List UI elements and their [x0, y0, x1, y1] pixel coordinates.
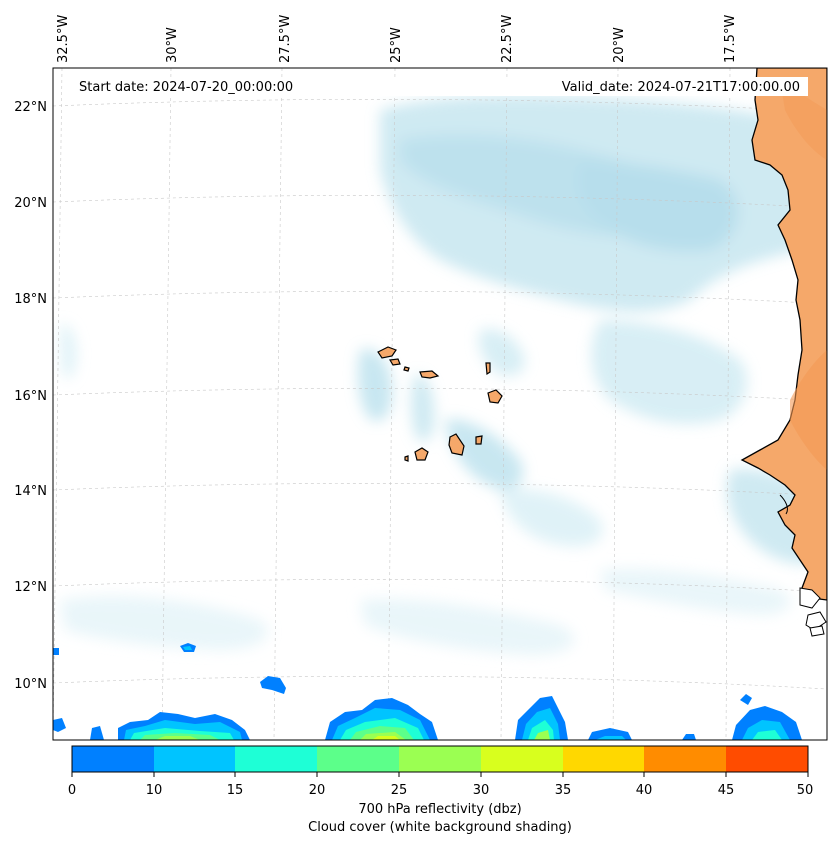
lat-label-14n: 14°N [14, 484, 47, 499]
lat-label-12n: 12°N [14, 580, 47, 595]
lon-label-32-5w: 32.5°W [56, 15, 71, 63]
cloud-cover-shading [60, 95, 825, 655]
cape-verde-islands [377, 346, 503, 462]
colorbar-tick-15: 15 [227, 783, 244, 798]
colorbar-segment-1 [154, 746, 236, 772]
lon-label-22-5w: 22.5°W [500, 15, 515, 63]
info-banner-background [72, 77, 808, 96]
lat-label-20n: 20°N [14, 196, 47, 211]
colorbar-tick-0: 0 [68, 783, 76, 798]
colorbar-tick-10: 10 [146, 783, 163, 798]
lon-label-17-5w: 17.5°W [723, 15, 738, 63]
lat-label-16n: 16°N [14, 389, 47, 404]
lon-label-20w: 20°W [612, 27, 627, 63]
colorbar-tick-25: 25 [391, 783, 408, 798]
map-area [53, 68, 827, 740]
colorbar-tick-45: 45 [718, 783, 735, 798]
lat-label-22n: 22°N [14, 100, 47, 115]
lat-label-10n: 10°N [14, 677, 47, 692]
lat-label-18n: 18°N [14, 292, 47, 307]
colorbar-tick-40: 40 [636, 783, 653, 798]
colorbar-segment-5 [481, 746, 563, 772]
lon-label-25w: 25°W [389, 27, 404, 63]
reflectivity-patches [53, 643, 802, 740]
colorbar-tick-20: 20 [309, 783, 326, 798]
lon-label-27-5w: 27.5°W [278, 15, 293, 63]
colorbar: 0 10 15 20 25 30 35 40 45 50 700 hPa ref… [68, 745, 814, 835]
colorbar-frame [71, 745, 809, 773]
colorbar-segment-7 [644, 746, 726, 772]
colorbar-segment-0 [72, 746, 154, 772]
colorbar-tick-35: 35 [555, 783, 572, 798]
colorbar-segment-4 [399, 746, 481, 772]
colorbar-tick-30: 30 [473, 783, 490, 798]
colorbar-ticks [71, 772, 809, 777]
colorbar-label-reflectivity: 700 hPa reflectivity (dbz) [358, 802, 521, 817]
africa-landmass [740, 68, 827, 637]
valid-date-text: Valid_date: 2024-07-21T17:00:00.00 [562, 80, 800, 95]
colorbar-segment-8 [726, 746, 808, 772]
graticule-lines [53, 68, 827, 740]
lon-label-30w: 30°W [165, 27, 180, 63]
colorbar-label-cloud-cover: Cloud cover (white background shading) [308, 820, 572, 835]
map-frame [52, 67, 828, 741]
colorbar-segment-3 [317, 746, 399, 772]
colorbar-segment-6 [563, 746, 645, 772]
start-date-text: Start date: 2024-07-20_00:00:00 [79, 80, 293, 95]
colorbar-segment-2 [235, 746, 317, 772]
colorbar-tick-50: 50 [797, 783, 814, 798]
